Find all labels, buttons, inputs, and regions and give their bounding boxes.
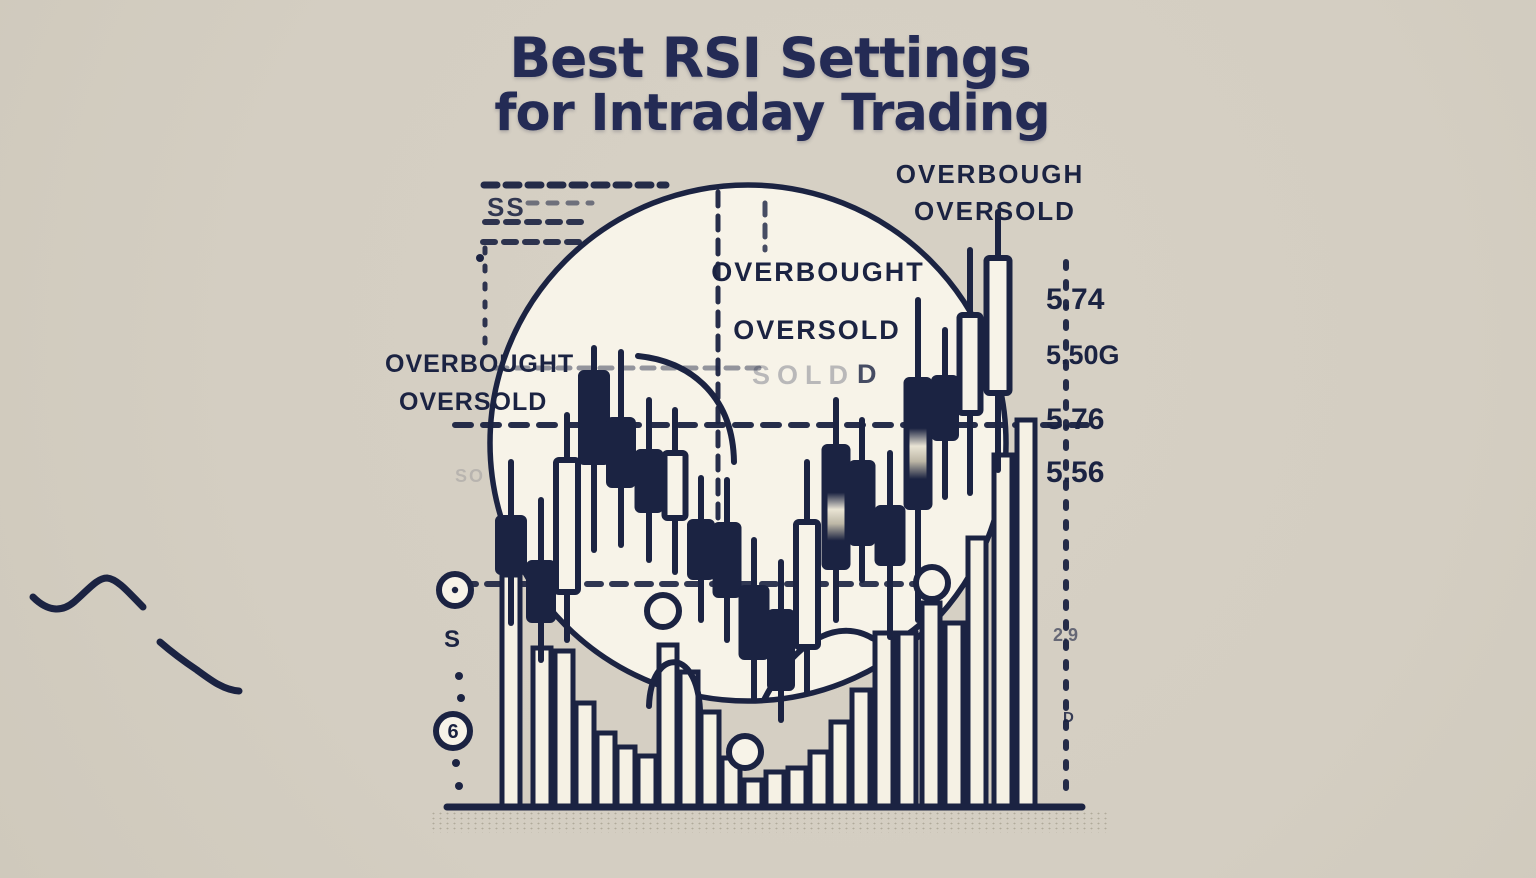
- curve-squiggle2: [156, 638, 243, 695]
- page-title-line1: Best RSI Settings: [509, 26, 1032, 90]
- volume-bar: [741, 777, 765, 810]
- volume-bar: [614, 744, 638, 810]
- candle-body-solid: [931, 375, 959, 441]
- scale-faint-29: 2.9: [1053, 625, 1079, 645]
- candle-body-hollow: [793, 519, 821, 650]
- volume-bar: [965, 535, 989, 810]
- candle-body-solid: [606, 417, 636, 488]
- volume-bar: [552, 648, 576, 810]
- label-topright-oversold: OVERSOLD: [914, 196, 1076, 226]
- candle-body-hollow: [983, 255, 1013, 396]
- dot-marker: [455, 672, 463, 680]
- ring-center-dot: [451, 586, 459, 594]
- backdrop-circle: [487, 182, 1009, 704]
- candle-body-solid: [712, 522, 742, 598]
- scale-value-1: 5.74: [1046, 283, 1105, 316]
- volume-bar: [872, 630, 896, 810]
- curve-squiggle1: [29, 574, 147, 613]
- volume-bar: [763, 769, 787, 810]
- volume-bar: [828, 719, 852, 810]
- ring-glyph: 6: [447, 721, 458, 743]
- ring-marker: [726, 733, 764, 771]
- curve-hook: [635, 353, 737, 465]
- dot-marker: [457, 694, 465, 702]
- volume-bar: [807, 749, 831, 810]
- candle-body-solid: [767, 609, 795, 691]
- candle-body-solid: [738, 585, 770, 660]
- ring-marker: [913, 564, 951, 602]
- candle-body-hollow: [661, 450, 689, 521]
- volume-bar: [573, 700, 597, 810]
- volume-bar: [942, 620, 966, 810]
- label-center-ghost-sold: SOLD: [752, 360, 856, 390]
- ghost-ss-text: SS: [487, 192, 526, 222]
- ghost-so-text: SO: [455, 466, 486, 486]
- volume-bar: [919, 600, 943, 810]
- ring-marker: [644, 592, 682, 630]
- candle-body-solid: [874, 505, 906, 566]
- candle-body-smudge: [821, 444, 851, 570]
- candle-body-solid: [634, 449, 664, 513]
- ring-marker: [433, 711, 473, 751]
- volume-bar: [698, 709, 722, 810]
- candle-body-solid: [848, 460, 876, 546]
- volume-bar: [895, 630, 919, 810]
- label-left-overbought: OVERBOUGHT: [385, 350, 575, 378]
- ground-texture: [430, 811, 1110, 833]
- candle-body-hollow: [956, 312, 984, 416]
- candle-body-solid: [526, 560, 556, 623]
- scale-value-3: 5.76: [1046, 403, 1105, 436]
- candle-body-smudge: [903, 377, 933, 510]
- dot-marker: [452, 759, 460, 767]
- volume-bar: [635, 753, 659, 810]
- dot-marker: [476, 254, 484, 262]
- volume-bar: [1014, 417, 1038, 810]
- candle-body-solid: [687, 519, 715, 580]
- volume-bar: [849, 687, 873, 810]
- letter-s: S: [444, 626, 461, 653]
- candle-body-solid: [495, 515, 527, 575]
- candle-body-hollow: [553, 457, 581, 595]
- label-topright-overbough: OVERBOUGH: [895, 159, 1085, 189]
- volume-bar: [594, 730, 618, 810]
- curve-dome: [646, 659, 703, 713]
- scale-value-4: 5.56: [1046, 456, 1105, 489]
- volume-bar: [785, 765, 809, 810]
- label-left-oversold: OVERSOLD: [399, 388, 548, 416]
- volume-bar: [530, 645, 554, 810]
- candle-body-solid: [578, 370, 610, 465]
- scale-faint-d: D: [1063, 709, 1074, 726]
- label-center-overbought: OVERBOUGHT: [711, 257, 925, 287]
- volume-bar: [991, 452, 1015, 810]
- scale-value-2: 5.50G: [1046, 340, 1120, 370]
- label-center-ghost-d: D: [857, 359, 877, 389]
- label-center-oversold: OVERSOLD: [733, 315, 901, 345]
- dot-marker: [455, 782, 463, 790]
- page-title-line2: for Intraday Trading: [494, 84, 1050, 143]
